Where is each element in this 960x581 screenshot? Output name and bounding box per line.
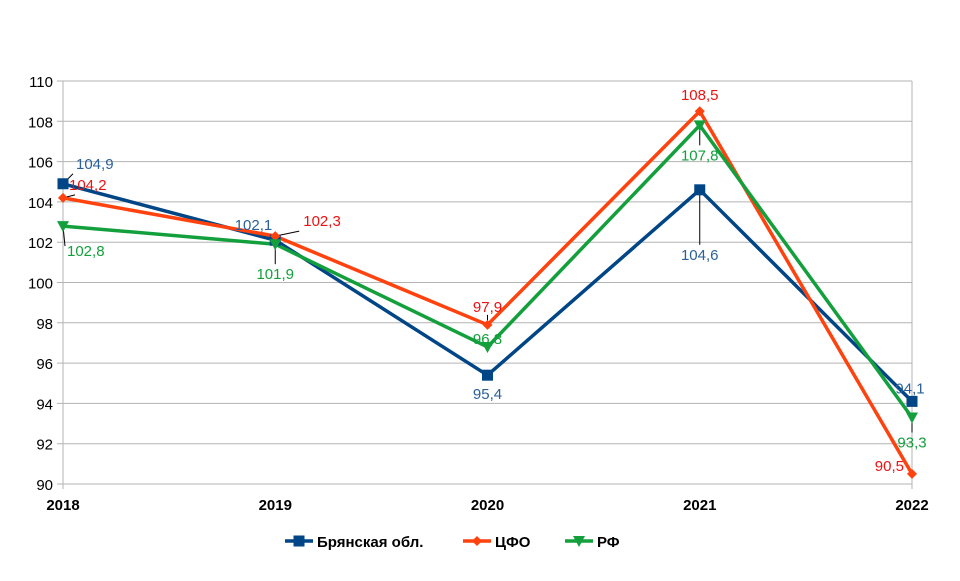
legend-label: ЦФО bbox=[495, 534, 531, 551]
y-tick-label: 98 bbox=[36, 316, 53, 333]
marker-diamond bbox=[482, 319, 493, 330]
marker-square bbox=[694, 184, 706, 196]
legend-label: Брянская обл. bbox=[317, 534, 423, 551]
x-tick-label: 2020 bbox=[471, 497, 504, 514]
data-label: 101,9 bbox=[256, 266, 294, 283]
marker-diamond bbox=[694, 106, 705, 117]
marker-diamond bbox=[270, 231, 281, 242]
data-label: 97,9 bbox=[473, 299, 502, 316]
data-label: 94,1 bbox=[895, 380, 924, 397]
x-axis-ticks: 2018 2019 2020 2021 2022 bbox=[46, 497, 928, 514]
marker-square bbox=[293, 535, 305, 547]
marker-diamond bbox=[472, 536, 482, 546]
marker-triangle bbox=[269, 239, 282, 251]
data-label: 107,8 bbox=[681, 147, 719, 164]
marker-triangle bbox=[57, 221, 69, 233]
marker-square bbox=[482, 369, 493, 381]
data-label: 96,8 bbox=[473, 331, 502, 348]
data-label: 102,3 bbox=[303, 213, 341, 230]
legend: Брянская обл. ЦФО РФ bbox=[285, 534, 620, 551]
y-tick-label: 94 bbox=[36, 396, 53, 413]
x-tick-label: 2019 bbox=[259, 497, 292, 514]
y-tick-label: 100 bbox=[28, 276, 53, 293]
data-label: 108,5 bbox=[681, 87, 719, 104]
data-label: 102,8 bbox=[67, 243, 105, 260]
marker-triangle bbox=[573, 536, 585, 547]
marker-triangle bbox=[906, 412, 918, 424]
series-lines bbox=[62, 109, 914, 475]
y-tick-label: 96 bbox=[36, 356, 53, 373]
series-line bbox=[62, 109, 914, 475]
data-label: 104,2 bbox=[69, 177, 107, 194]
y-tick-label: 92 bbox=[36, 437, 53, 454]
gridlines bbox=[57, 80, 913, 489]
series-line bbox=[62, 182, 914, 403]
x-tick-label: 2018 bbox=[46, 497, 79, 514]
y-tick-label: 106 bbox=[28, 155, 53, 172]
data-label: 95,4 bbox=[473, 386, 502, 403]
x-tick-label: 2022 bbox=[895, 497, 928, 514]
data-label: 104,9 bbox=[76, 156, 114, 173]
y-tick-label: 104 bbox=[28, 195, 53, 212]
y-tick-label: 108 bbox=[28, 114, 53, 131]
y-tick-label: 102 bbox=[28, 235, 53, 252]
marker-diamond bbox=[58, 192, 68, 203]
marker-diamond bbox=[907, 468, 917, 479]
y-tick-label: 110 bbox=[29, 74, 53, 91]
x-tick-label: 2021 bbox=[683, 497, 716, 514]
series-markers bbox=[57, 106, 918, 479]
y-axis-ticks: 90 92 94 96 98 100 102 104 106 108 110 bbox=[28, 74, 53, 494]
y-tick-label: 90 bbox=[36, 477, 53, 494]
marker-square bbox=[57, 178, 69, 190]
data-label: 104,6 bbox=[681, 247, 719, 264]
legend-label: РФ bbox=[597, 534, 620, 551]
data-label: 90,5 bbox=[875, 458, 904, 475]
data-labels: 104,9 102,1 95,4 104,6 94,1 104,2 102,3 97,9 108… bbox=[67, 87, 927, 475]
data-label: 93,3 bbox=[897, 435, 926, 452]
marker-square bbox=[906, 395, 918, 407]
marker-triangle bbox=[481, 341, 494, 353]
data-label: 102,1 bbox=[235, 217, 273, 234]
marker-triangle bbox=[693, 120, 706, 132]
